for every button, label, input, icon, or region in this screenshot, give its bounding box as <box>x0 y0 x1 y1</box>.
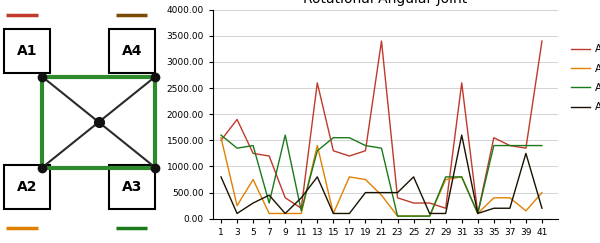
A4 <box>490 207 497 210</box>
A1 <box>442 207 449 210</box>
A2 <box>538 191 545 194</box>
A3 <box>378 147 385 150</box>
A3 <box>266 202 273 205</box>
A4 <box>250 202 257 205</box>
A1 <box>250 152 257 155</box>
A1 <box>314 81 321 84</box>
A1 <box>426 202 433 205</box>
A2 <box>490 196 497 199</box>
Line: A1: A1 <box>221 41 542 214</box>
A3 <box>330 136 337 139</box>
A1 <box>217 139 224 142</box>
Text: A3: A3 <box>122 180 142 194</box>
Bar <box>4 165 50 209</box>
A1 <box>298 207 305 210</box>
A2 <box>442 178 449 181</box>
A3 <box>298 209 305 212</box>
Text: A4: A4 <box>122 44 143 58</box>
A3 <box>346 136 353 139</box>
A1 <box>266 155 273 157</box>
A4 <box>281 212 289 215</box>
A2 <box>346 175 353 178</box>
A3 <box>426 215 433 217</box>
A4 <box>378 191 385 194</box>
A4 <box>330 212 337 215</box>
A3 <box>281 134 289 137</box>
A2 <box>506 196 514 199</box>
A1 <box>394 196 401 199</box>
A1 <box>490 136 497 139</box>
Bar <box>4 29 50 73</box>
A3 <box>523 144 530 147</box>
A2 <box>298 212 305 215</box>
A2 <box>233 204 241 207</box>
Line: A3: A3 <box>221 135 542 216</box>
A4 <box>538 207 545 210</box>
A3 <box>362 144 369 147</box>
Bar <box>109 29 155 73</box>
A3 <box>538 144 545 147</box>
A4 <box>426 212 433 215</box>
A2 <box>281 212 289 215</box>
A4 <box>346 212 353 215</box>
A4 <box>266 194 273 197</box>
A1 <box>330 149 337 152</box>
A4 <box>506 207 514 210</box>
A1 <box>362 149 369 152</box>
A1 <box>410 202 417 205</box>
A1 <box>506 144 514 147</box>
A2 <box>474 212 481 215</box>
A4 <box>442 212 449 215</box>
Bar <box>109 165 155 209</box>
Bar <box>42 77 155 168</box>
A2 <box>378 194 385 197</box>
A2 <box>330 212 337 215</box>
A4 <box>394 191 401 194</box>
Text: A2: A2 <box>17 180 38 194</box>
A3 <box>410 215 417 217</box>
A1 <box>474 212 481 215</box>
A1 <box>523 147 530 150</box>
A2 <box>426 215 433 217</box>
A1 <box>233 118 241 121</box>
A2 <box>410 215 417 217</box>
A1 <box>281 196 289 199</box>
A3 <box>250 144 257 147</box>
A3 <box>442 175 449 178</box>
A3 <box>458 175 466 178</box>
A4 <box>523 152 530 155</box>
A3 <box>394 215 401 217</box>
Title: Rotational Angular Joint: Rotational Angular Joint <box>304 0 467 6</box>
A3 <box>217 134 224 137</box>
Legend: A1, A2, A3, A4: A1, A2, A3, A4 <box>566 40 600 116</box>
A2 <box>362 178 369 181</box>
A2 <box>314 144 321 147</box>
A4 <box>233 212 241 215</box>
Text: A1: A1 <box>17 44 38 58</box>
A2 <box>266 212 273 215</box>
A4 <box>474 212 481 215</box>
A4 <box>458 134 466 137</box>
A4 <box>314 175 321 178</box>
A4 <box>298 196 305 199</box>
A4 <box>217 175 224 178</box>
A1 <box>538 40 545 43</box>
A3 <box>506 144 514 147</box>
A3 <box>233 147 241 150</box>
A2 <box>523 209 530 212</box>
A2 <box>394 215 401 217</box>
A3 <box>314 149 321 152</box>
A2 <box>458 175 466 178</box>
A2 <box>250 178 257 181</box>
A1 <box>458 81 466 84</box>
A3 <box>490 144 497 147</box>
Line: A4: A4 <box>221 135 542 214</box>
A1 <box>378 40 385 43</box>
A4 <box>410 175 417 178</box>
A1 <box>346 155 353 157</box>
A4 <box>362 191 369 194</box>
A3 <box>474 212 481 215</box>
A2 <box>217 136 224 139</box>
Line: A2: A2 <box>221 138 542 216</box>
